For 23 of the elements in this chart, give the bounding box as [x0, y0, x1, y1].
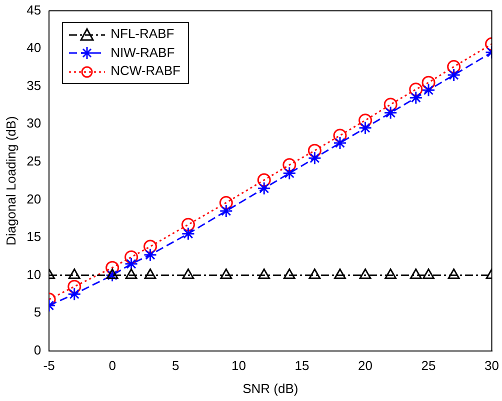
y-tick-label: 25: [26, 153, 42, 168]
y-tick-label: 20: [26, 191, 42, 206]
legend-label: NIW-RABF: [110, 44, 175, 60]
x-tick-label: 0: [108, 358, 116, 374]
legend-label: NCW-RABF: [110, 63, 180, 78]
x-tick-label: 20: [358, 358, 373, 374]
y-axis-title: Diagonal Loading (dB): [3, 116, 18, 246]
x-tick-label: 30: [484, 358, 500, 374]
y-tick-label: 10: [26, 266, 42, 282]
y-tick-label: 5: [34, 304, 42, 320]
y-tick-label: 15: [26, 229, 42, 244]
x-tick-label: 25: [421, 358, 436, 374]
x-tick-label: 5: [172, 358, 180, 374]
legend-label: NFL-RABF: [110, 26, 174, 41]
y-tick-label: 0: [34, 342, 42, 358]
y-tick-label: 30: [26, 116, 42, 131]
y-tick-label: 45: [26, 2, 42, 18]
x-tick-label: -5: [43, 358, 55, 374]
x-axis-title: SNR (dB): [242, 380, 298, 396]
y-tick-label: 35: [26, 78, 42, 93]
x-tick-label: 10: [232, 358, 246, 374]
y-tick-label: 40: [26, 40, 42, 56]
x-tick-label: 15: [294, 358, 310, 374]
